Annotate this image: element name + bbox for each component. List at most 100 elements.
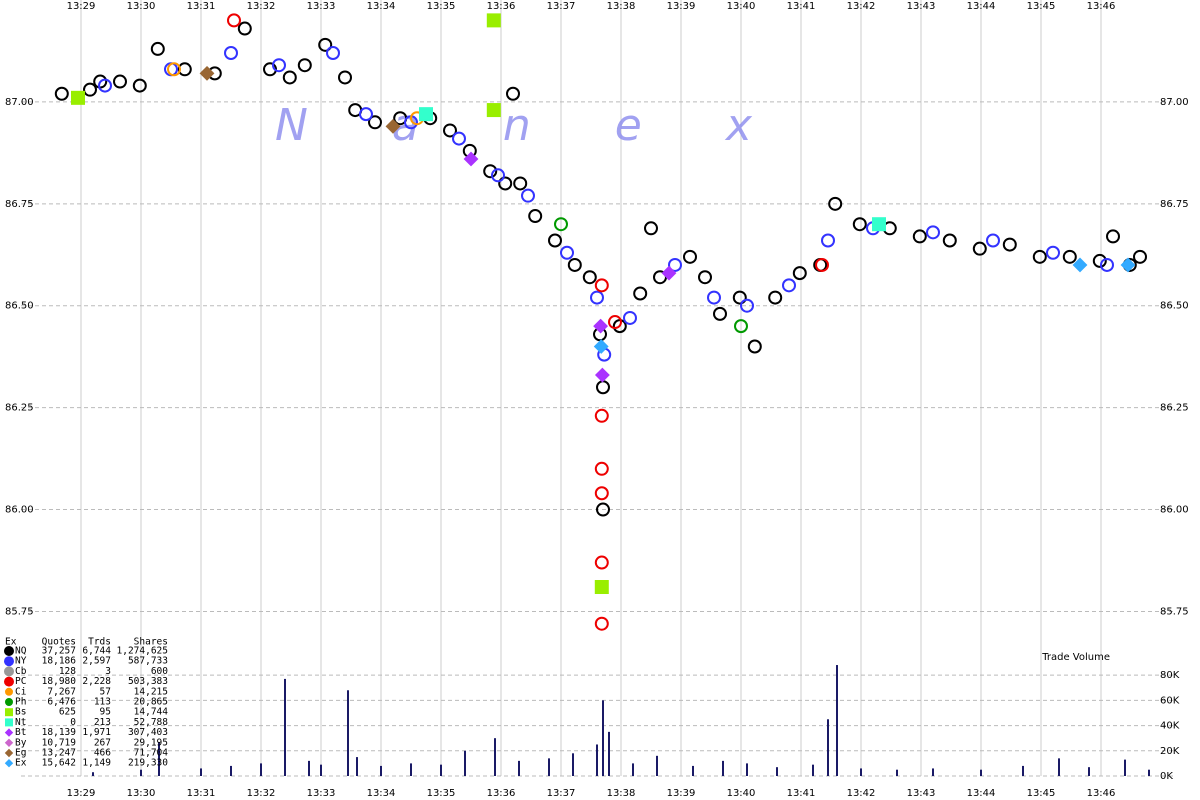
legend-quotes: 13,247 xyxy=(42,748,76,759)
point xyxy=(668,257,682,272)
point xyxy=(54,86,69,101)
point xyxy=(560,245,574,260)
point xyxy=(150,41,165,56)
x-tick-label: 13:33 xyxy=(307,788,336,799)
y-tick-label: 87.00 xyxy=(5,97,34,108)
x-tick-label: 13:29 xyxy=(67,788,96,799)
volume-bar xyxy=(860,768,862,776)
point xyxy=(486,103,501,118)
volume-bar xyxy=(692,765,694,776)
legend-trades: 2,228 xyxy=(82,676,111,687)
volume-bar xyxy=(464,750,466,776)
legend-trades: 2,597 xyxy=(82,656,111,667)
volume-bar xyxy=(230,765,232,776)
point xyxy=(282,70,297,85)
volume-bar xyxy=(722,760,724,776)
x-tick-label: 13:34 xyxy=(367,1,396,12)
volume-bar xyxy=(608,731,610,776)
point xyxy=(594,555,609,570)
point xyxy=(1120,257,1136,273)
legend-name: Bs xyxy=(15,707,26,718)
legend-marker xyxy=(4,666,14,677)
x-tick-label: 13:44 xyxy=(967,1,996,12)
volume-label: Trade Volume xyxy=(1041,652,1110,663)
point xyxy=(548,233,562,248)
watermark: Nanex xyxy=(275,100,836,151)
legend-shares: 503,383 xyxy=(128,676,168,687)
volume-bar xyxy=(980,769,982,776)
point xyxy=(707,290,721,305)
volume-bar xyxy=(200,768,202,776)
legend-quotes: 0 xyxy=(70,717,76,728)
legend-shares: 600 xyxy=(151,666,168,677)
point xyxy=(237,21,252,36)
volume-tick-label: 0K xyxy=(1160,771,1173,782)
legend-trades: 6,744 xyxy=(82,646,111,657)
legend-marker xyxy=(5,698,13,706)
x-tick-label: 13:39 xyxy=(667,1,696,12)
point xyxy=(713,306,727,321)
legend-shares: 587,733 xyxy=(128,656,168,667)
volume-tick-label: 40K xyxy=(1160,721,1180,732)
volume-bar xyxy=(1148,769,1150,776)
point xyxy=(740,298,754,313)
legend-marker xyxy=(4,758,14,768)
x-tick-label: 13:33 xyxy=(307,1,336,12)
legend-header: Shares xyxy=(134,637,168,648)
point xyxy=(596,502,610,517)
x-tick-label: 13:41 xyxy=(787,1,816,12)
y-tick-label: 86.25 xyxy=(5,403,34,414)
x-tick-label: 13:45 xyxy=(1027,788,1056,799)
legend-quotes: 128 xyxy=(59,666,76,677)
legend-name: Cb xyxy=(15,666,27,677)
volume-bar xyxy=(632,763,634,776)
point xyxy=(747,339,762,354)
point xyxy=(912,229,927,244)
x-tick-label: 13:46 xyxy=(1087,788,1116,799)
volume-bar xyxy=(347,690,349,776)
point xyxy=(852,217,867,232)
point xyxy=(338,70,352,85)
point xyxy=(1072,257,1088,273)
point xyxy=(1046,245,1060,260)
point xyxy=(698,270,712,285)
point xyxy=(590,290,604,305)
legend: Ex Quotes Trds Shares NQ 37,257 6,744 1,274,625… xyxy=(4,637,169,769)
volume-bar xyxy=(1088,767,1090,776)
x-tick-label: 13:38 xyxy=(607,1,636,12)
point xyxy=(582,270,597,285)
legend-quotes: 6,476 xyxy=(47,697,76,708)
legend-quotes: 625 xyxy=(59,707,76,718)
legend-marker xyxy=(4,676,14,687)
legend-quotes: 10,719 xyxy=(42,737,77,748)
legend-shares: 29,195 xyxy=(134,737,168,748)
point xyxy=(1092,253,1107,268)
volume-bar xyxy=(656,755,658,776)
legend-marker xyxy=(4,646,14,656)
legend-shares: 1,274,625 xyxy=(117,646,168,657)
point xyxy=(419,107,433,122)
point xyxy=(593,339,609,354)
point xyxy=(608,315,622,330)
point xyxy=(1032,249,1047,264)
x-tick-label: 13:46 xyxy=(1087,1,1116,12)
grid: 13:29 13:29 13:30 13:30 13:31 13:31 13:32 13:32… xyxy=(5,0,1189,799)
point xyxy=(359,107,373,122)
volume-bar xyxy=(440,764,442,776)
point xyxy=(683,249,697,264)
legend-marker xyxy=(5,718,13,727)
legend-header: Quotes xyxy=(42,637,76,648)
volume-tick-label: 80K xyxy=(1160,670,1180,681)
point xyxy=(644,221,658,236)
legend-marker xyxy=(4,656,14,667)
point xyxy=(132,78,147,93)
legend-name: NY xyxy=(15,656,27,667)
x-tick-label: 13:41 xyxy=(787,788,816,799)
point xyxy=(732,290,747,305)
legend-shares: 71,704 xyxy=(134,748,169,759)
point xyxy=(986,233,1000,248)
legend-quotes: 37,257 xyxy=(42,646,76,657)
x-tick-label: 13:38 xyxy=(607,788,636,799)
legend-quotes: 18,139 xyxy=(42,727,77,738)
x-tick-label: 13:31 xyxy=(187,1,216,12)
